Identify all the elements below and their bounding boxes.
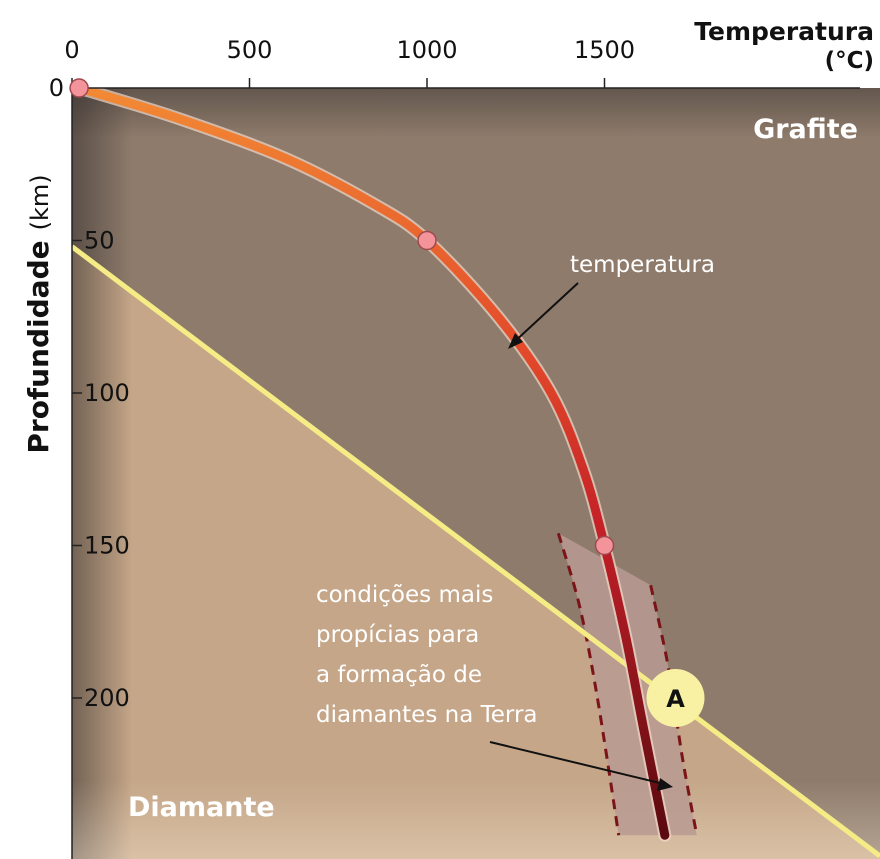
y-tick-label: 100 xyxy=(84,379,130,407)
x-tick-label: 500 xyxy=(227,36,273,64)
y-axis-title-text: Profundidade xyxy=(22,240,55,453)
curve-marker-0 xyxy=(70,79,88,97)
temperature-annotation: temperatura xyxy=(570,252,715,278)
left-edge-shade xyxy=(72,88,132,859)
y-axis-unit: (km) xyxy=(26,174,54,230)
y-tick-label: 50 xyxy=(84,227,115,255)
zone-annotation-line-4: diamantes na Terra xyxy=(316,702,538,728)
y-axis-title: Profundidade (km) xyxy=(22,174,55,453)
region-label-graphite: Grafite xyxy=(753,114,858,145)
x-tick-labels: 0 500 1000 1500 xyxy=(64,36,635,88)
curve-marker-1 xyxy=(418,232,436,250)
marker-a-label: A xyxy=(666,685,685,713)
y-tick-label: 0 xyxy=(49,74,64,102)
zone-annotation-line-3: a formação de xyxy=(316,662,482,688)
curve-marker-2 xyxy=(596,537,614,555)
y-tick-label: 200 xyxy=(84,684,130,712)
y-tick-label: 150 xyxy=(84,532,130,560)
x-axis-title: Temperatura xyxy=(694,17,874,46)
x-tick-label: 1000 xyxy=(396,36,457,64)
zone-annotation-line-2: propícias para xyxy=(316,622,479,648)
region-label-diamond: Diamante xyxy=(128,792,275,823)
zone-annotation-line-1: condições mais xyxy=(316,582,493,608)
x-axis-unit: (°C) xyxy=(825,48,874,74)
x-tick-label: 1500 xyxy=(574,36,635,64)
x-tick-label: 0 xyxy=(64,36,79,64)
